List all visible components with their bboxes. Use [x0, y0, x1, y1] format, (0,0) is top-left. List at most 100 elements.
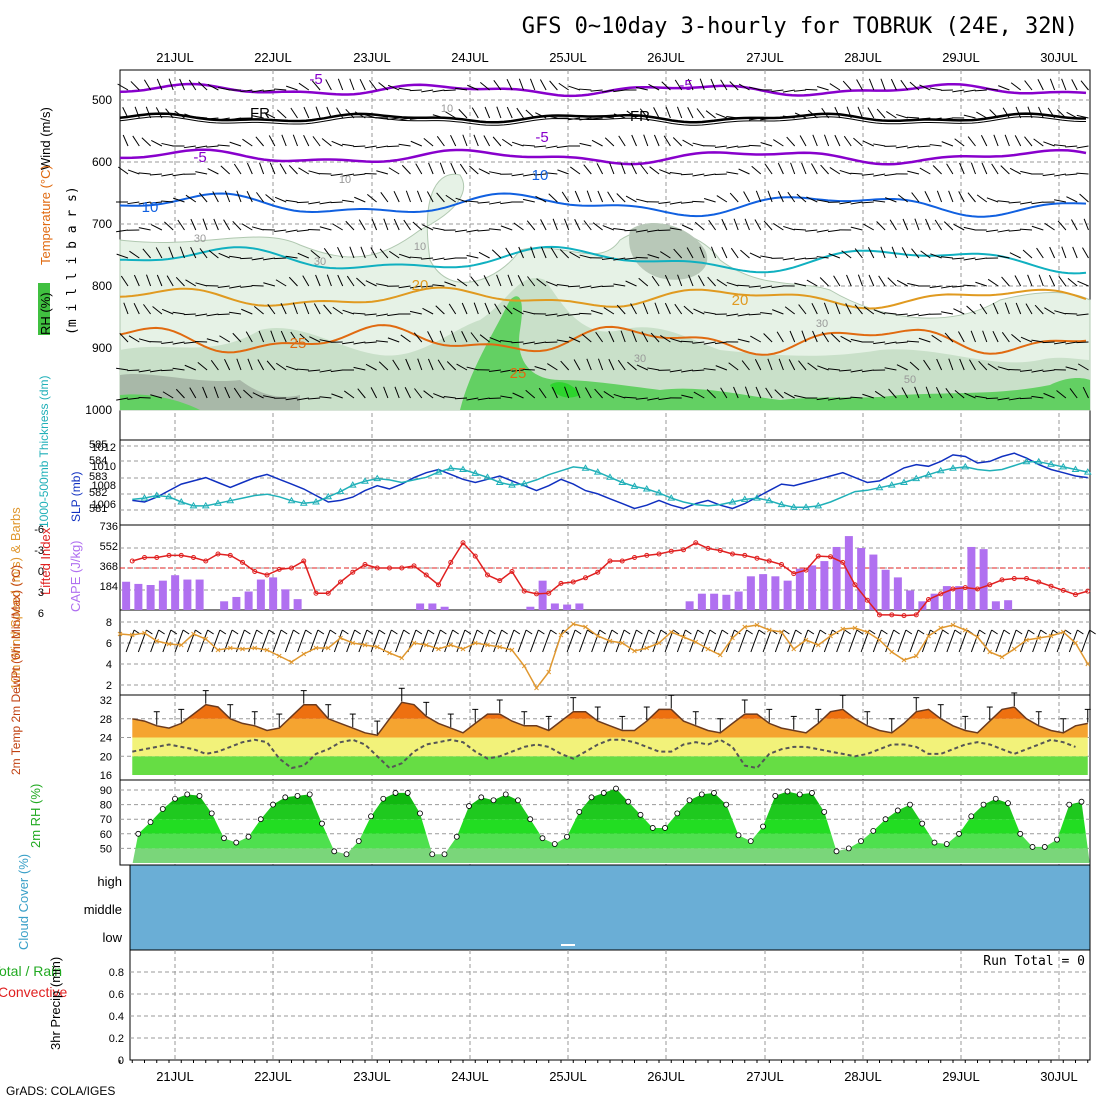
wind-barb — [1031, 395, 1044, 399]
wind-barb — [964, 392, 976, 399]
contour-label: 10 — [441, 103, 453, 115]
wind-barb — [439, 330, 445, 343]
cape-bar — [183, 579, 192, 610]
wind-barb — [705, 110, 716, 119]
wind-barb — [805, 229, 818, 232]
wind-barb — [206, 117, 219, 120]
date-label-top: 27JUL — [746, 50, 784, 65]
wind-barb — [943, 221, 954, 231]
wind-speed-marker — [472, 640, 478, 646]
wind-speed-marker — [681, 634, 686, 640]
surface-wind-barb-tick — [1077, 629, 1084, 635]
surface-wind-barb-tick — [1015, 629, 1023, 635]
wind-barb — [412, 221, 423, 231]
wind-barb — [466, 397, 479, 401]
li-marker — [607, 558, 613, 564]
rh-marker — [172, 795, 178, 802]
wind-barb — [850, 201, 863, 205]
wind-barb — [349, 78, 355, 91]
contour-label: -5 — [535, 129, 548, 146]
wind-barb — [405, 190, 411, 203]
wind-barb — [660, 335, 671, 343]
wind-barb — [895, 341, 908, 344]
wind-barb — [827, 229, 840, 233]
li-marker — [240, 559, 245, 565]
thickness-marker — [189, 501, 198, 509]
wind-barb — [445, 111, 456, 119]
wind-barb — [807, 109, 818, 119]
wind-barb — [263, 112, 276, 119]
wind-barb — [677, 274, 683, 287]
date-label-bottom: 23JUL — [353, 1069, 391, 1084]
surface-wind-barb-tick — [685, 629, 692, 635]
wind-barb — [236, 358, 242, 371]
wind-barb — [642, 302, 649, 315]
surface-wind-barb — [603, 629, 613, 653]
wind-barb — [649, 166, 660, 175]
wind-barb — [946, 163, 954, 175]
wind-barb — [714, 145, 727, 149]
wind-barb — [436, 136, 445, 147]
surface-wind-barb — [676, 629, 686, 653]
wind-barb — [1044, 222, 1055, 231]
cape-bar — [428, 603, 437, 610]
wind-speed-marker — [178, 642, 184, 648]
rh-marker — [625, 798, 632, 805]
wind-barb — [850, 396, 863, 399]
wind-barb — [432, 284, 445, 287]
wind-barb — [1001, 332, 1010, 343]
wind-barb — [274, 196, 287, 203]
surface-wind-barb — [897, 629, 907, 653]
thickness-marker — [483, 473, 492, 480]
wind-barb — [876, 221, 886, 231]
wind-barb — [224, 190, 231, 203]
wind-barb — [332, 306, 343, 315]
surface-wind-barb — [1044, 629, 1054, 653]
surface-wind-barb-tick — [452, 629, 459, 635]
wind-barb — [484, 302, 491, 315]
wind-barb — [627, 361, 637, 371]
wind-barb — [427, 331, 434, 343]
wind-barb — [1066, 196, 1078, 203]
wind-barb — [223, 219, 231, 231]
wind-barb — [997, 366, 1010, 371]
contour-label: -5 — [193, 149, 206, 166]
wind-speed-marker — [815, 642, 821, 648]
wind-barb — [854, 248, 863, 259]
wind-barb — [861, 369, 874, 373]
surface-wind-barb — [750, 629, 760, 653]
wind-barb — [122, 134, 129, 147]
wind-barb — [489, 171, 501, 175]
wind-barb — [799, 135, 807, 147]
wind-barb — [703, 341, 716, 345]
cape-bar — [734, 591, 743, 610]
rh-marker — [221, 835, 227, 842]
wind-barb — [594, 388, 603, 399]
wind-barb — [353, 366, 366, 371]
wind-tick: 4 — [106, 659, 112, 671]
wind-barb — [330, 369, 343, 373]
date-label-bottom: 22JUL — [254, 1069, 292, 1084]
wind-barb — [737, 338, 750, 343]
wind-barb — [439, 162, 445, 175]
wind-speed-marker — [938, 625, 944, 631]
wind-barb — [151, 139, 163, 147]
wind-barb — [522, 144, 535, 147]
wind-barb — [489, 337, 502, 343]
wind-barb — [149, 369, 162, 373]
wind-barb — [737, 313, 750, 317]
wind-speed-marker — [828, 633, 833, 639]
wind-barb — [635, 256, 648, 259]
date-label-top: 29JUL — [942, 50, 980, 65]
wind-barb — [246, 190, 253, 203]
wind-barb — [423, 138, 434, 147]
wind-barb — [432, 89, 445, 93]
li-marker — [264, 572, 270, 578]
wind-speed-marker — [999, 654, 1005, 660]
wind-barb — [545, 145, 558, 149]
rh-marker — [404, 790, 411, 796]
cape-bar — [955, 586, 964, 610]
surface-wind-barb — [444, 629, 454, 653]
li-marker — [1073, 592, 1078, 598]
wind-barb — [931, 334, 942, 343]
